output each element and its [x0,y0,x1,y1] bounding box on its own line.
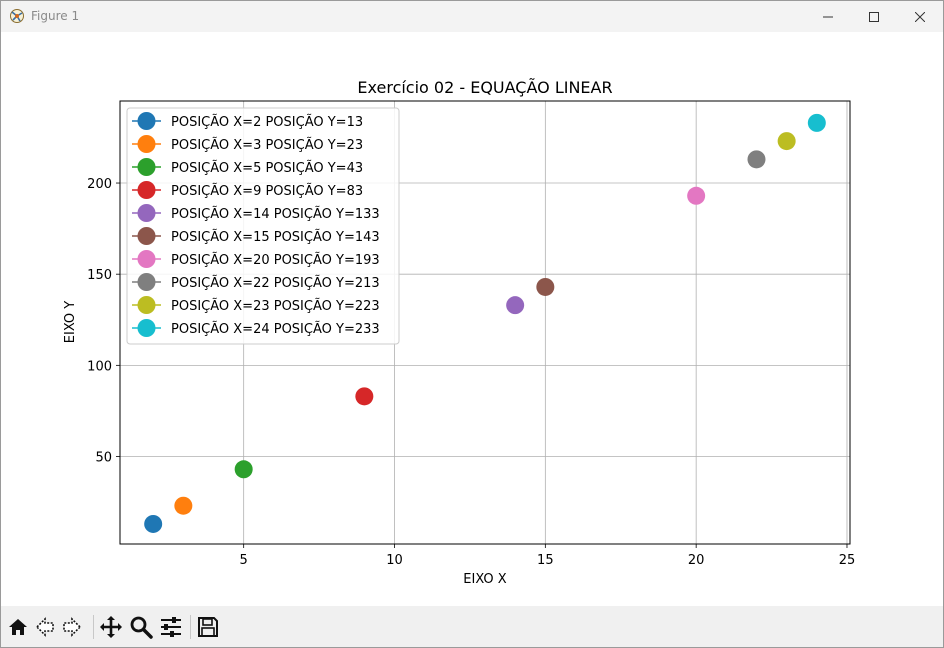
toolbar-separator [190,615,191,639]
data-point [687,186,706,205]
forward-button[interactable] [59,614,85,640]
legend-entry-label: POSIÇÃO X=5 POSIÇÃO Y=43 [171,160,363,176]
chart-title: Exercício 02 - EQUAÇÃO LINEAR [357,78,612,97]
legend-entry-label: POSIÇÃO X=20 POSIÇÃO Y=193 [171,252,380,268]
data-point [234,460,253,479]
legend-entry-label: POSIÇÃO X=24 POSIÇÃO Y=233 [171,321,380,337]
legend-entry-label: POSIÇÃO X=15 POSIÇÃO Y=143 [171,229,380,245]
pan-move-icon [100,616,122,638]
legend-entry-label: POSIÇÃO X=3 POSIÇÃO Y=23 [171,137,363,153]
y-tick-label: 100 [87,359,112,374]
maximize-button[interactable] [851,1,897,32]
legend-marker [137,158,156,176]
data-point [807,113,826,132]
navigation-toolbar [1,606,943,647]
maximize-icon [869,11,879,22]
data-point [355,387,374,406]
legend-marker [137,227,156,245]
scatter-chart: Exercício 02 - EQUAÇÃO LINEAR 5 10 15 20 25 5… [63,78,856,587]
legend-marker [137,319,156,337]
x-tick-label: 20 [688,553,705,568]
forward-arrow-icon [63,617,82,637]
legend-entry-label: POSIÇÃO X=22 POSIÇÃO Y=213 [171,275,380,291]
data-point [144,514,163,533]
home-button[interactable] [5,614,31,640]
data-point [777,132,796,151]
legend-marker [137,112,156,130]
legend-marker [137,181,156,199]
axes-frame [119,100,851,545]
zoom-button[interactable] [128,614,154,640]
legend-marker [137,135,156,153]
y-tick-label: 200 [87,177,112,192]
data-point [747,150,766,169]
configure-subplots-icon [161,617,181,637]
home-icon [9,619,27,635]
minimize-icon [823,16,833,17]
toolbar-separator [93,615,94,639]
pan-button[interactable] [98,614,124,640]
legend-marker [137,204,156,222]
legend: POSIÇÃO X=2 POSIÇÃO Y=13 POSIÇÃO X=3 POSI… [126,107,400,345]
close-icon [915,11,925,22]
y-axis-label: EIXO Y [63,301,78,343]
legend-marker [137,273,156,291]
back-arrow-icon [35,617,54,637]
configure-subplots-button[interactable] [158,614,184,640]
legend-entry-label: POSIÇÃO X=2 POSIÇÃO Y=13 [171,114,363,130]
legend-box [126,107,400,345]
data-point [506,296,525,315]
close-button[interactable] [897,1,943,32]
title-bar[interactable]: Figure 1 [1,1,943,32]
back-button[interactable] [32,614,58,640]
data-point [174,496,193,515]
y-tick-label: 150 [87,268,112,283]
legend-entry-label: POSIÇÃO X=14 POSIÇÃO Y=133 [171,206,380,222]
save-floppy-icon [198,617,218,637]
x-tick-label: 10 [386,553,403,568]
legend-marker [137,250,156,268]
legend-entry-label: POSIÇÃO X=23 POSIÇÃO Y=223 [171,298,380,314]
data-point [536,277,555,296]
legend-entry-label: POSIÇÃO X=9 POSIÇÃO Y=83 [171,183,363,199]
x-tick-label: 25 [839,553,856,568]
x-axis-label: EIXO X [463,572,506,587]
legend-marker [137,296,156,314]
window-title: Figure 1 [31,9,80,23]
zoom-magnifier-icon [130,616,153,639]
x-tick-label: 15 [537,553,554,568]
x-tick-label: 5 [240,553,248,568]
save-button[interactable] [195,614,221,640]
matplotlib-figure-icon [9,8,25,24]
y-tick-label: 50 [95,450,112,465]
plot-canvas[interactable]: Exercício 02 - EQUAÇÃO LINEAR 5 10 15 20 25 5… [1,32,943,606]
minimize-button[interactable] [805,1,851,32]
